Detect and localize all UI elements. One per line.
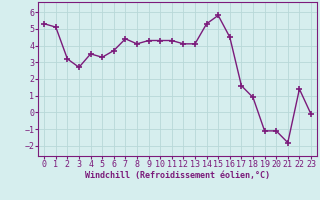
X-axis label: Windchill (Refroidissement éolien,°C): Windchill (Refroidissement éolien,°C) — [85, 171, 270, 180]
